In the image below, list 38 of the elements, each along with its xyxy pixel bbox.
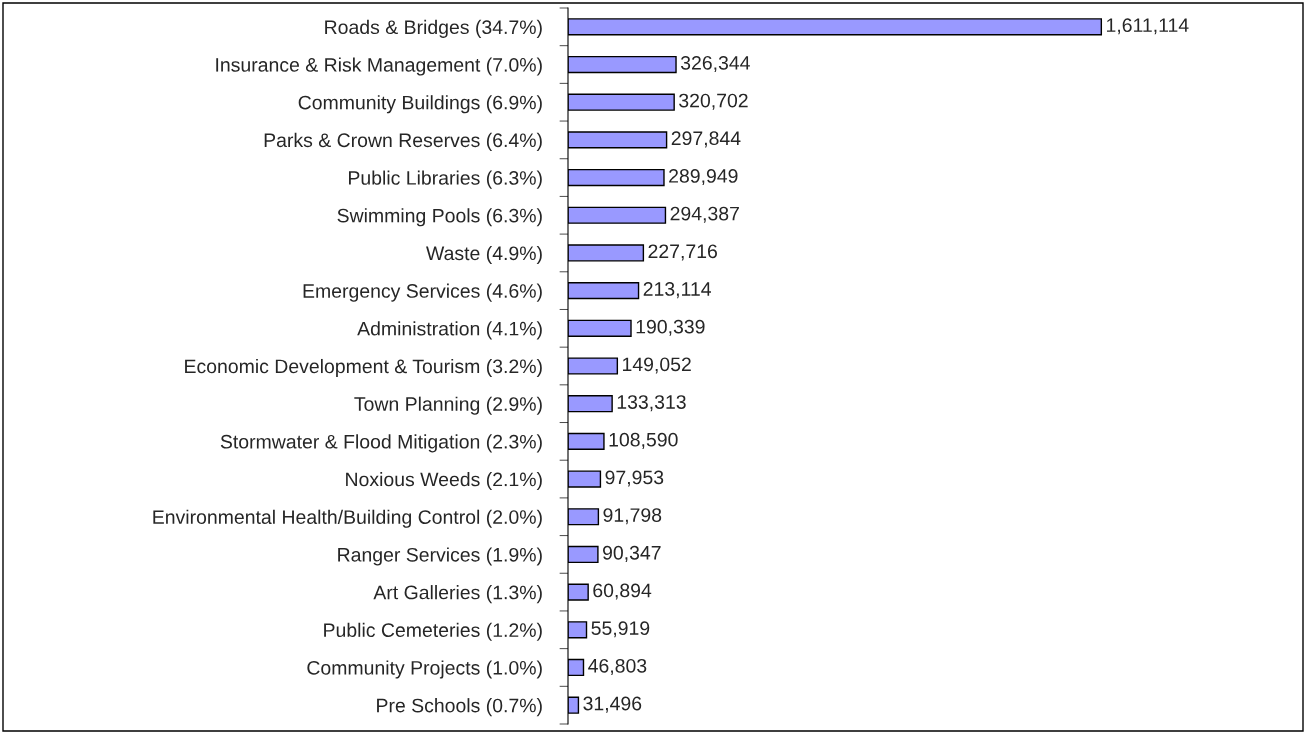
data-label: 97,953 — [605, 470, 664, 487]
data-label: 1,611,114 — [1106, 18, 1189, 35]
y-tick-label: Roads & Bridges (34.7%) — [325, 19, 542, 38]
data-label: 46,803 — [588, 658, 647, 675]
data-label: 91,798 — [603, 508, 662, 525]
y-tick-label: Public Cemeteries (1.2%) — [324, 622, 542, 641]
data-label: 55,919 — [591, 621, 650, 638]
y-tick-label: Art Galleries (1.3%) — [373, 585, 542, 604]
data-label: 294,387 — [670, 206, 739, 223]
y-tick-label: Administration (4.1%) — [357, 321, 542, 340]
y-tick-label: Noxious Weeds (2.1%) — [346, 472, 542, 491]
data-label: 133,313 — [617, 395, 686, 412]
y-tick-label: Stormwater & Flood Mitigation (2.3%) — [220, 434, 542, 453]
y-tick-label: Pre Schools (0.7%) — [377, 698, 542, 717]
y-tick-label: Emergency Services (4.6%) — [303, 283, 542, 302]
data-label: 31,496 — [583, 696, 642, 713]
data-label: 149,052 — [622, 357, 691, 374]
data-label: 297,844 — [671, 131, 741, 148]
data-label: 320,702 — [679, 93, 748, 110]
data-label: 227,716 — [648, 244, 717, 261]
data-label: 90,347 — [602, 545, 661, 562]
y-tick-label: Insurance & Risk Management (7.0%) — [216, 57, 542, 76]
data-label: 289,949 — [669, 169, 738, 186]
y-tick-label: Community Buildings (6.9%) — [298, 95, 542, 114]
y-tick-label: Town Planning (2.9%) — [354, 396, 542, 415]
y-tick-label: Ranger Services (1.9%) — [338, 547, 542, 566]
y-tick-label: Parks & Crown Reserves (6.4%) — [264, 132, 542, 151]
y-tick-label: Waste (4.9%) — [426, 245, 542, 265]
y-tick-label: Public Libraries (6.3%) — [349, 170, 542, 189]
data-label: 213,114 — [643, 282, 711, 299]
data-label: 108,590 — [609, 432, 678, 449]
data-label: 60,894 — [593, 583, 652, 600]
y-tick-label: Environmental Health/Building Control (2.0%) — [153, 509, 542, 528]
y-tick-label: Community Projects (1.0%) — [307, 660, 542, 679]
y-tick-label: Swimming Pools (6.3%) — [337, 208, 542, 227]
y-tick-label: Economic Development & Tourism (3.2%) — [185, 358, 542, 378]
data-label: 190,339 — [636, 319, 705, 336]
data-label: 326,344 — [680, 55, 750, 73]
